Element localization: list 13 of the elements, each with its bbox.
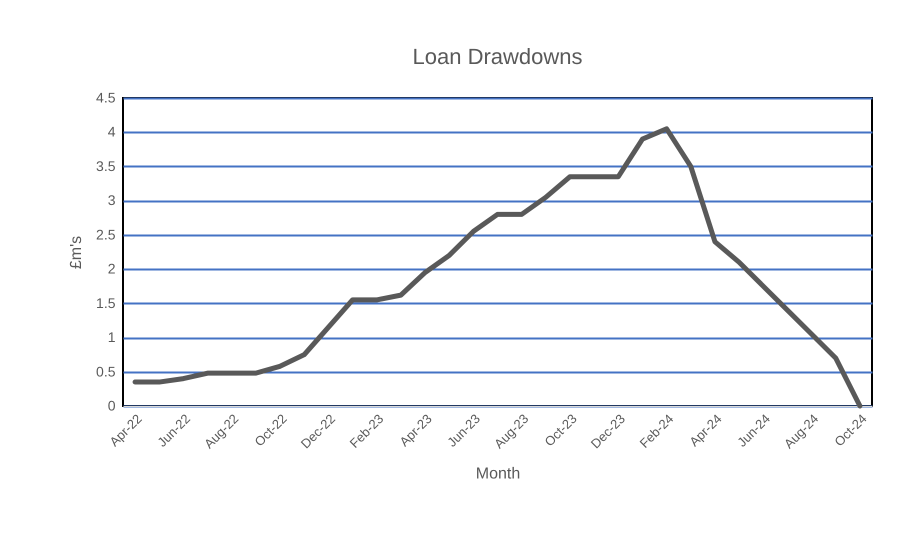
y-tick-label: 3 <box>108 192 116 208</box>
y-tick-label: 3.5 <box>96 158 116 174</box>
y-axis-title: £m's <box>68 236 86 270</box>
y-tick-label: 0.5 <box>96 363 116 380</box>
y-tick-label: 0 <box>108 398 116 414</box>
chart-title: Loan Drawdowns <box>412 44 582 69</box>
y-tick-label: 4.5 <box>96 90 116 106</box>
y-tick-label: 1 <box>108 329 116 346</box>
y-tick-label: 2.5 <box>96 226 116 242</box>
y-tick-label: 2 <box>108 260 116 277</box>
x-axis-title: Month <box>476 465 520 482</box>
y-tick-label: 4 <box>108 124 116 140</box>
y-tick-label: 1.5 <box>96 294 116 311</box>
